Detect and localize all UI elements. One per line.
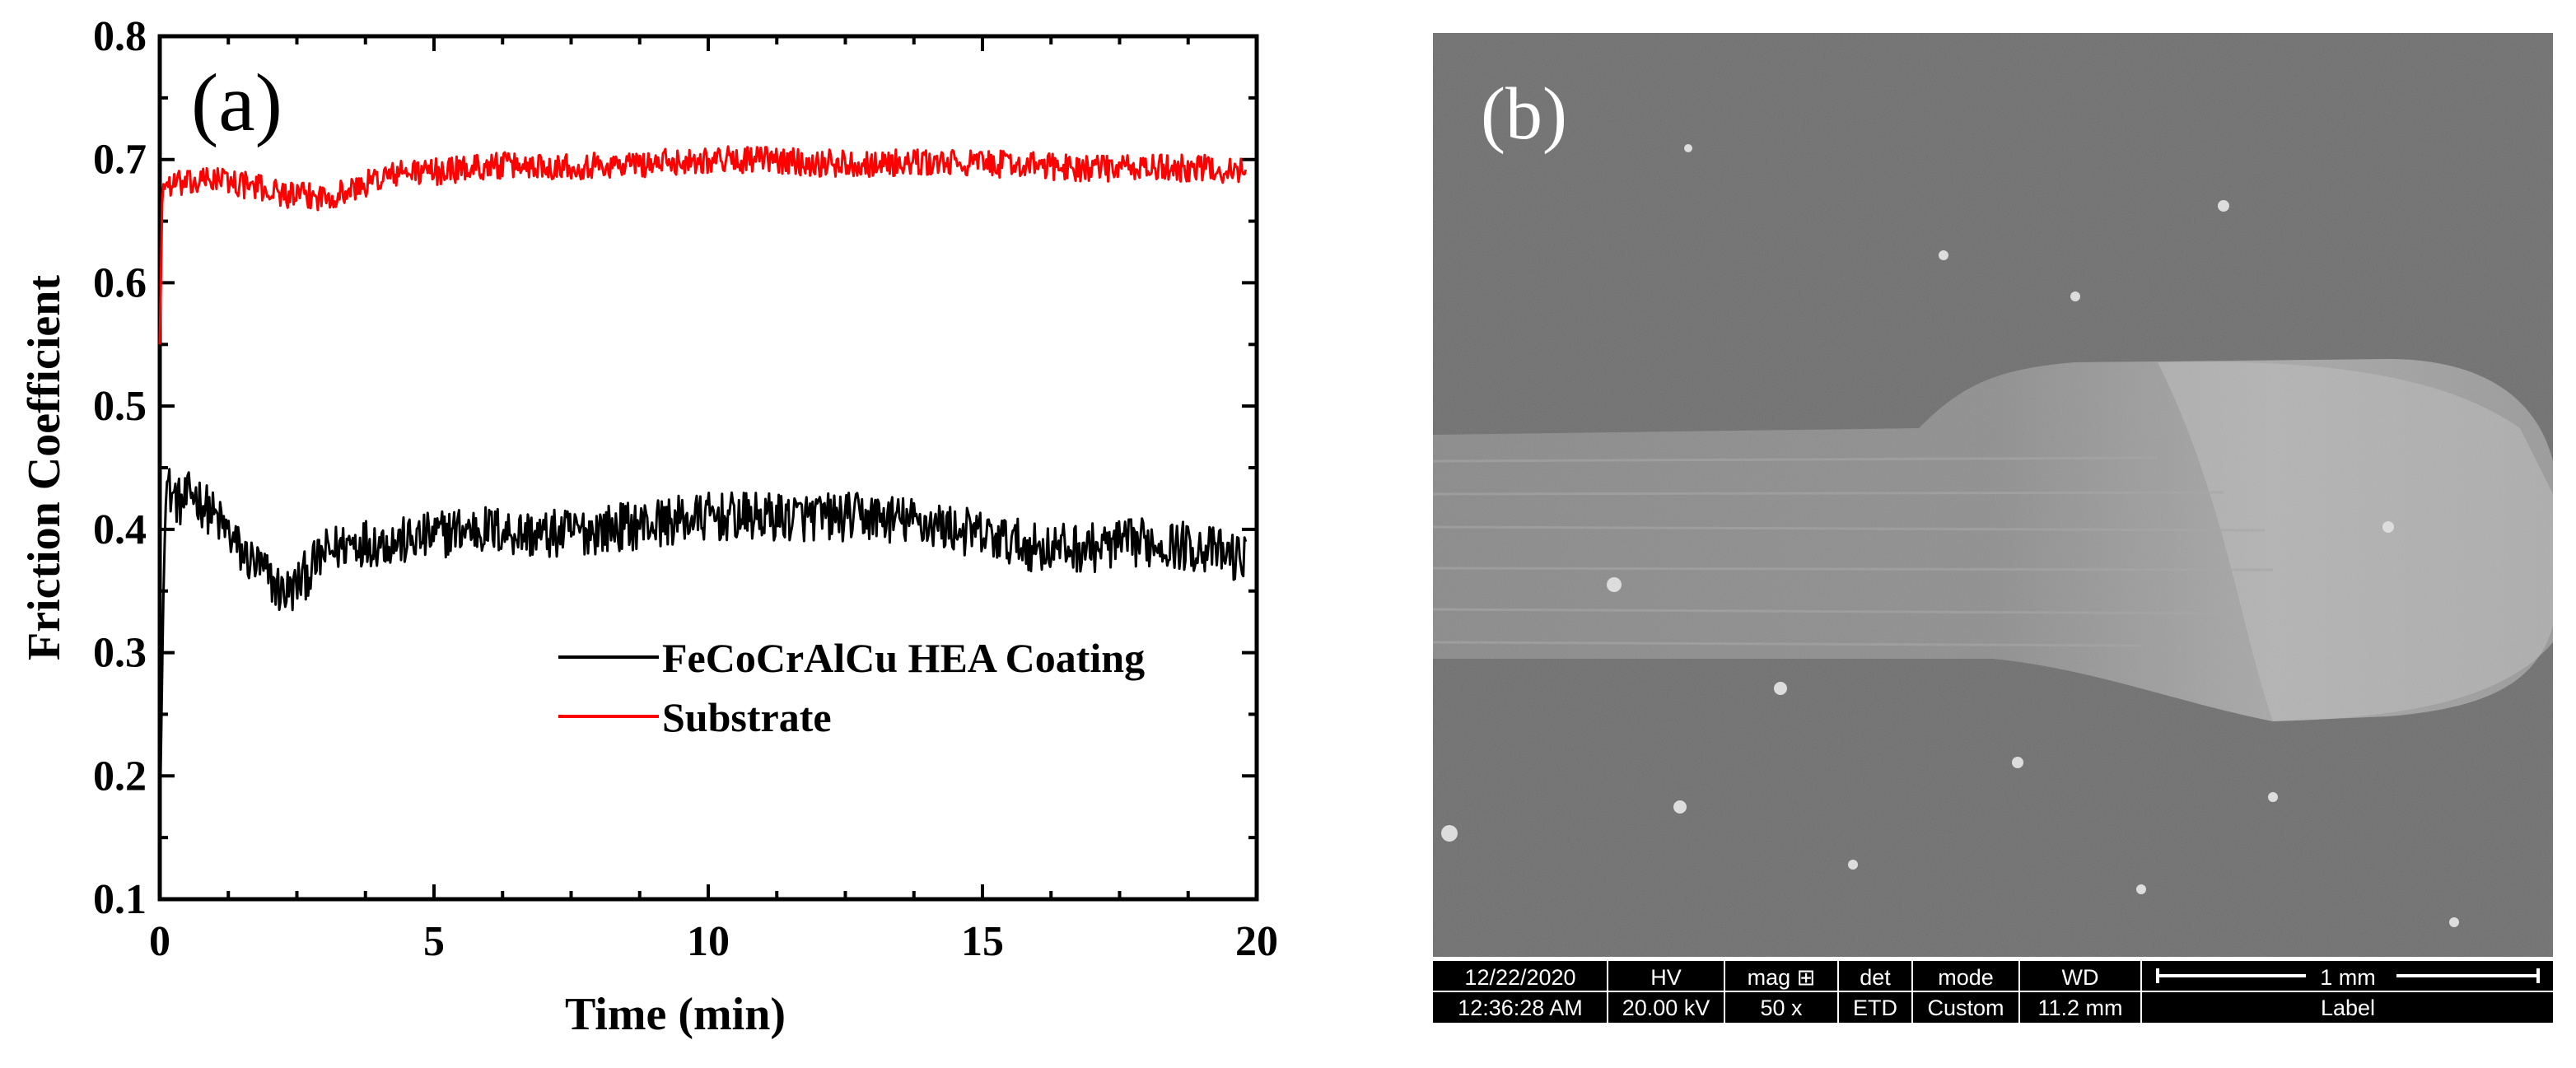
- y-tick-label: 0.8: [93, 13, 147, 60]
- panel-b-label: (b): [1481, 73, 1567, 155]
- y-tick-label: 0.1: [93, 876, 147, 923]
- axis-ticks: [158, 35, 1258, 901]
- y-tick-label: 0.5: [93, 383, 147, 430]
- sem-header-cell: mag ⊞: [1748, 965, 1816, 990]
- y-axis-label: Friction Coefficient: [19, 275, 70, 660]
- series-line-substrate: [158, 145, 1248, 345]
- friction-chart: 0 5 10 15 20 0.1 0.2 0.3 0.4 0.5 0.6 0.7 0.8 (a) Tim…: [19, 13, 1278, 1040]
- x-tick-label: 10: [687, 918, 730, 965]
- series-line-coating: [158, 468, 1248, 826]
- panel-a-label: (a): [191, 57, 282, 148]
- scale-bar-label: 1 mm: [2320, 965, 2376, 990]
- x-tick-label: 5: [423, 918, 445, 965]
- sem-value-cell: Custom: [1927, 996, 2004, 1020]
- sem-header-cell: HV: [1650, 965, 1682, 990]
- y-tick-label: 0.3: [93, 630, 147, 677]
- sem-header-cell: WD: [2062, 965, 2099, 990]
- legend-label-substrate: Substrate: [662, 694, 832, 740]
- legend: FeCoCrAlCu HEA Coating Substrate: [558, 635, 1145, 740]
- sem-value-cell: 12:36:28 AM: [1458, 996, 1583, 1020]
- sem-image-panel: (b) 12/22/2020 HV mag ⊞ det mode WD 1 mm 12:36:…: [1433, 33, 2553, 1023]
- sem-micrograph: [1433, 33, 2553, 957]
- sem-info-bar: 12/22/2020 HV mag ⊞ det mode WD 1 mm 12:36:28 A…: [1433, 959, 2553, 1023]
- x-tick-label: 15: [961, 918, 1004, 965]
- x-tick-label: 0: [149, 918, 170, 965]
- legend-label-coating: FeCoCrAlCu HEA Coating: [662, 635, 1145, 681]
- sem-value-cell: 20.00 kV: [1622, 996, 1710, 1020]
- series-layer: [158, 145, 1248, 826]
- y-tick-label: 0.4: [93, 506, 147, 553]
- sem-header-cell: mode: [1938, 965, 1994, 990]
- sem-value-cell: 50 x: [1760, 996, 1803, 1020]
- sem-header-cell: 12/22/2020: [1464, 965, 1575, 990]
- sem-value-cell: Label: [2321, 996, 2375, 1020]
- sem-value-cell: ETD: [1853, 996, 1897, 1020]
- y-tick-label: 0.2: [93, 753, 147, 800]
- y-tick-label: 0.7: [93, 137, 147, 184]
- tick-labels: 0 5 10 15 20 0.1 0.2 0.3 0.4 0.5 0.6 0.7 0.8: [93, 13, 1278, 965]
- sem-value-cell: 11.2 mm: [2037, 996, 2122, 1020]
- y-tick-label: 0.6: [93, 259, 147, 306]
- sem-header-cell: det: [1860, 965, 1891, 990]
- sem-noise-overlay: [1433, 33, 2553, 957]
- x-tick-label: 20: [1235, 918, 1278, 965]
- x-axis-label: Time (min): [565, 989, 786, 1040]
- plot-frame: [157, 34, 1259, 902]
